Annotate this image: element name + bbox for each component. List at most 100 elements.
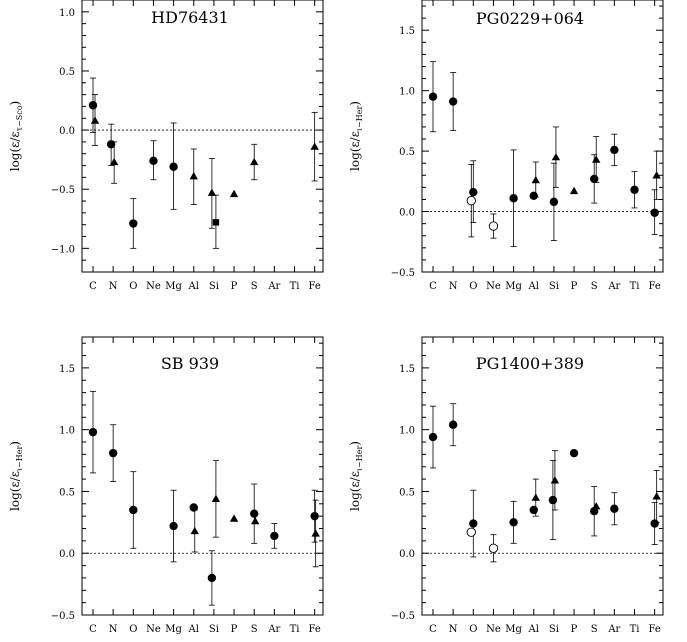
marker-filled-circle [129,505,138,515]
x-category-label: O [129,281,137,292]
marker-filled-circle [207,573,217,583]
x-category-label: Al [528,281,539,292]
data-point-si [548,460,558,541]
x-category-label: Al [188,281,199,292]
data-point-o [469,160,478,223]
marker-triangle [311,529,320,537]
panel-title: SB 939 [161,354,219,373]
data-point-al [531,161,540,198]
y-axis-label-main: log(ε/ε [348,471,362,511]
x-category-label: Fe [648,281,660,292]
marker-filled-circle [469,519,478,528]
marker-triangle [531,175,540,184]
data-point-fe [311,499,320,568]
data-point-o [466,164,476,238]
x-category-label: N [109,624,118,635]
x-category-label: C [429,624,437,635]
panel-title: PG0229+064 [476,9,584,28]
data-point-c [88,390,98,474]
x-category-label: Ti [630,281,640,292]
x-category-label: N [449,281,458,292]
y-axis-label-close: ) [348,101,362,106]
data-point-ne [149,140,158,181]
marker-triangle [189,172,198,180]
marker-filled-circle [428,432,438,442]
x-category-label: Si [549,624,559,635]
y-tick-label: 1.5 [399,364,415,375]
x-category-label: N [109,281,118,292]
y-tick-label: 0.5 [399,147,415,158]
marker-filled-circle [469,188,478,197]
x-category-label: Ti [630,624,640,635]
data-point-al [531,478,540,517]
data-point-al [529,191,538,201]
x-category-label: Ti [290,281,300,292]
data-point-c [88,77,98,133]
data-point-c [90,94,100,146]
marker-triangle [207,188,217,196]
x-category-label: C [89,281,97,292]
data-point-o [469,489,478,558]
marker-filled-circle [250,509,259,518]
x-category-label: Mg [165,281,182,292]
data-point-si [551,126,561,188]
panel-title: PG1400+389 [476,354,584,373]
y-axis-label: log(ε/ει−Her) [348,101,364,171]
data-point-fe [650,189,659,235]
y-axis-label-subscript: ι−Her [15,446,24,472]
marker-triangle [229,189,239,198]
panel-4: 1.5 1.0 0.5 0.0 −0.5 C N O Ne Mg Al Si P S Ar Ti Fe PG140… [348,336,664,635]
y-tick-label: 1.0 [59,8,75,19]
x-category-label: S [251,281,258,292]
marker-filled-circle [509,518,518,527]
x-category-label: Ar [607,281,620,292]
data-point-si [212,194,220,249]
y-axis-label-main: log(ε/ε [8,131,22,171]
marker-filled-circle [610,145,619,155]
x-category-label: P [231,624,238,635]
x-category-label: Mg [165,624,182,635]
data-point-si [550,450,560,511]
marker-filled-circle [270,531,279,541]
x-category-label: Si [209,624,219,635]
marker-open-circle [488,221,499,231]
marker-filled-circle [428,92,438,101]
y-tick-label: 1.5 [399,26,415,37]
y-tick-label: 0.5 [399,487,415,498]
data-point-al [189,503,198,512]
marker-triangle [190,526,199,535]
marker-filled-circle [590,174,599,184]
marker-filled-circle [448,420,458,429]
marker-filled-circle [169,521,178,531]
panel-title: HD76431 [151,8,229,27]
data-point-ti [630,171,639,209]
data-point-si [207,550,217,606]
marker-triangle [551,152,561,161]
marker-filled-circle [650,208,659,217]
x-category-label: Si [209,281,219,292]
data-point-s [590,486,599,537]
plot-frame [421,336,664,616]
x-category-label: P [231,281,238,292]
data-point-ne [488,213,499,239]
data-point-mg [169,122,178,210]
x-category-label: S [591,281,598,292]
data-point-o [466,527,476,537]
y-axis-label-close: ) [348,441,362,446]
data-point-s [251,516,260,525]
data-point-c [428,405,438,469]
x-category-label: O [129,624,137,635]
y-tick-label: 1.0 [399,87,415,98]
data-point-c [428,61,438,133]
y-tick-label: −0.5 [391,611,415,622]
x-category-label: Ti [290,624,300,635]
data-point-al [190,509,199,553]
x-category-label: P [571,281,578,292]
marker-filled-circle [630,185,639,194]
y-tick-label: 0.0 [59,549,75,560]
panel-2: 1.5 1.0 0.5 0.0 −0.5 C N O Ne Mg Al Si P S Ar Ti Fe PG022… [348,0,664,292]
data-point-ar [610,133,619,167]
marker-triangle [652,171,661,179]
data-point-fe [310,111,319,182]
x-category-label: N [449,624,458,635]
